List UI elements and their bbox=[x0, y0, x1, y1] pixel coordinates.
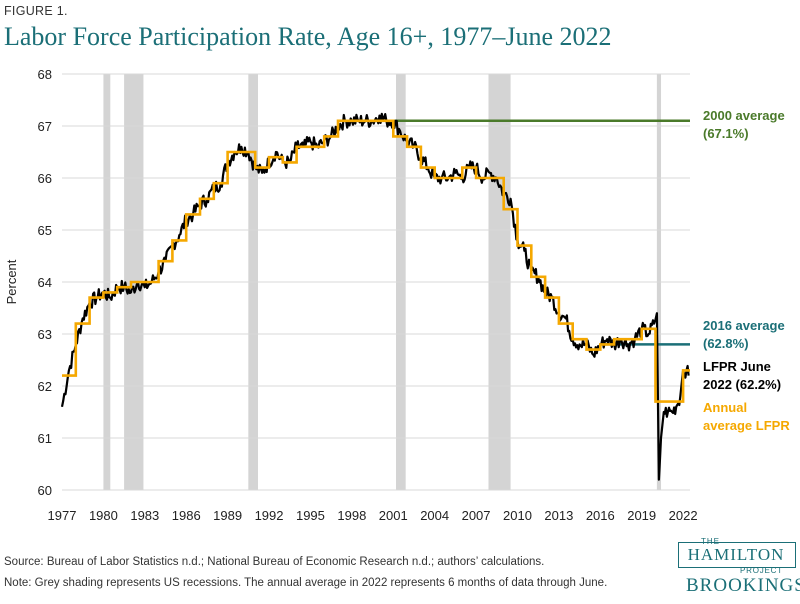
logo-the-text: THE bbox=[701, 537, 720, 546]
figure-label: FIGURE 1. bbox=[4, 4, 68, 18]
logo-project-text: PROJECT bbox=[740, 566, 783, 575]
x-tick-label: 2007 bbox=[462, 508, 491, 523]
y-tick-label: 63 bbox=[38, 327, 52, 342]
source-note: Source: Bureau of Labor Statistics n.d.;… bbox=[4, 556, 545, 568]
x-tick-label: 1989 bbox=[213, 508, 242, 523]
reference-lines-group bbox=[393, 119, 690, 346]
hamilton-logo-text: HAMILTON bbox=[687, 545, 785, 564]
x-tick-label: 1998 bbox=[337, 508, 366, 523]
x-tick-label: 2010 bbox=[503, 508, 532, 523]
gridlines-group bbox=[62, 73, 690, 491]
reference-value-label: (62.8%) bbox=[703, 336, 749, 351]
y-axis-label: Percent bbox=[4, 259, 19, 304]
x-tick-label: 1983 bbox=[130, 508, 159, 523]
annotation-label: LFPR June bbox=[703, 359, 771, 374]
lfpr-monthly-line bbox=[60, 112, 690, 481]
series-group bbox=[60, 112, 690, 481]
y-tick-label: 65 bbox=[38, 223, 52, 238]
y-tick-label: 66 bbox=[38, 171, 52, 186]
reference-label: 2016 average bbox=[703, 318, 785, 333]
hamilton-logo-frame bbox=[678, 542, 796, 568]
x-tick-label: 2022 bbox=[669, 508, 698, 523]
x-tick-label: 2016 bbox=[586, 508, 615, 523]
x-tick-label: 2004 bbox=[420, 508, 449, 523]
y-tick-label: 62 bbox=[38, 379, 52, 394]
annotation-sublabel: average LFPR bbox=[703, 418, 790, 433]
annotation-labels-group: 2000 average (67.1%) 2016 average (62.8%) LF… bbox=[703, 108, 790, 433]
chart-title: Labor Force Participation Rate, Age 16+,… bbox=[4, 22, 612, 51]
y-tick-label: 60 bbox=[38, 483, 52, 498]
axis-labels-group: 60 61 62 63 64 65 66 67 68 1977 1980 1983 1986 1989 19… bbox=[4, 67, 698, 523]
x-tick-label: 1986 bbox=[172, 508, 201, 523]
x-tick-label: 2019 bbox=[627, 508, 656, 523]
x-tick-label: 1980 bbox=[89, 508, 118, 523]
footnote: Note: Grey shading represents US recessi… bbox=[4, 577, 608, 589]
annotation-label: Annual bbox=[703, 400, 747, 415]
y-tick-label: 61 bbox=[38, 431, 52, 446]
y-tick-label: 67 bbox=[38, 119, 52, 134]
y-tick-label: 68 bbox=[38, 67, 52, 82]
x-tick-label: 2013 bbox=[544, 508, 573, 523]
reference-value-label: (67.1%) bbox=[703, 126, 749, 141]
annotation-sublabel: 2022 (62.2%) bbox=[703, 377, 781, 392]
brookings-logo-text: BROOKINGS bbox=[686, 575, 800, 596]
reference-label: 2000 average bbox=[703, 108, 785, 123]
y-tick-label: 64 bbox=[38, 275, 52, 290]
x-tick-label: 1995 bbox=[296, 508, 325, 523]
x-tick-label: 1992 bbox=[255, 508, 284, 523]
annual-average-line bbox=[62, 119, 690, 403]
x-tick-label: 1977 bbox=[48, 508, 77, 523]
x-tick-label: 2001 bbox=[379, 508, 408, 523]
